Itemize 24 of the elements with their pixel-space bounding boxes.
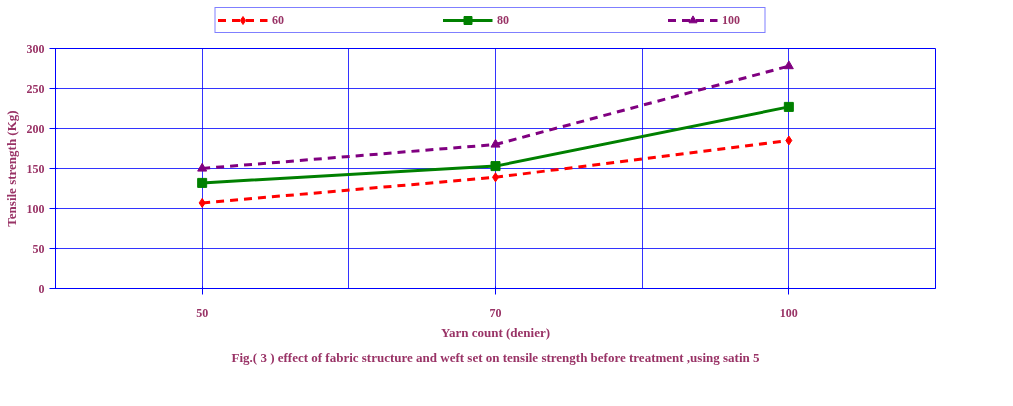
point xyxy=(198,197,206,208)
y-axis-title: Tensile strength (Kg) xyxy=(3,110,19,227)
point xyxy=(197,162,208,172)
y-tick-label: 250 xyxy=(26,81,45,96)
y-tick-label: 0 xyxy=(38,281,45,296)
legend-label: 80 xyxy=(497,12,510,28)
point xyxy=(785,135,793,146)
point xyxy=(490,161,501,172)
y-tick-label: 200 xyxy=(26,121,45,136)
x-tick-label: 50 xyxy=(196,305,209,320)
y-tick-label: 50 xyxy=(32,241,45,256)
point xyxy=(490,138,501,148)
x-axis-title: Yarn count (denier) xyxy=(440,324,551,340)
x-tick-label: 100 xyxy=(779,305,798,320)
x-tick-label: 70 xyxy=(489,305,502,320)
text: Fig.( 3 ) effect of fabric structure and weft set on tensile strength before treatment ,using satin 5 xyxy=(231,349,760,365)
point xyxy=(783,101,794,112)
y-tick-label: 100 xyxy=(26,201,45,216)
point xyxy=(197,177,208,188)
point xyxy=(783,60,794,70)
legend-label: 100 xyxy=(722,12,741,28)
y-tick-label: 300 xyxy=(26,41,45,56)
y-tick-label: 150 xyxy=(26,161,45,176)
legend-label: 60 xyxy=(272,12,285,28)
